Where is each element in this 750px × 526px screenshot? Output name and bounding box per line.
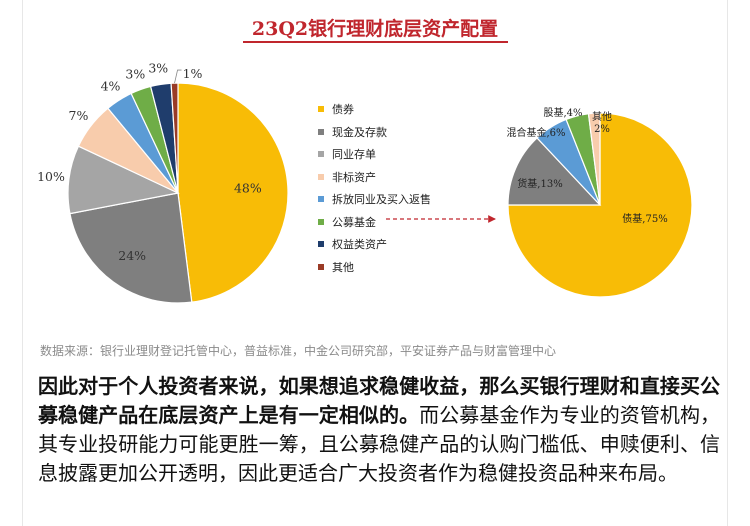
legend-label: 公募基金 (332, 215, 376, 229)
legend-item: 其他 (318, 256, 431, 279)
fund-pie-slice-0 (507, 112, 693, 298)
legend-item: 非标资产 (318, 166, 431, 189)
pie-slice-label: 3% (125, 66, 145, 81)
legend-label: 同业存单 (332, 148, 376, 162)
legend-item: 权益类资产 (318, 233, 431, 256)
legend-item: 现金及存款 (318, 121, 431, 144)
body-lead-sentence: 因此对于个人投资者来说，如果想追求稳健收益，那么买银行理财和直接买公募稳健产品在… (38, 374, 720, 427)
legend-item: 拆放同业及买入返售 (318, 188, 431, 211)
legend-swatch (318, 151, 324, 158)
legend-swatch (318, 128, 324, 135)
legend-swatch (318, 173, 324, 180)
pie-slice-label: 1% (183, 66, 203, 81)
fund-pie-slice-label: 股基,4% (543, 106, 582, 119)
pie-slice-1 (69, 192, 193, 304)
legend-item: 公募基金 (318, 211, 431, 234)
pie-slice-label: 7% (69, 108, 89, 123)
main-pie: 48% 24% 10% 7% 4% 3% 3% 1% (37, 61, 289, 304)
body-paragraph: 因此对于个人投资者来说，如果想追求稳健收益，那么买银行理财和直接买公募稳健产品在… (38, 372, 720, 488)
chart-canvas: 48% 24% 10% 7% 4% 3% 3% 1% 债基,75% 货基,13% 混合基金,6% 股… (37, 61, 693, 304)
data-source-note: 数据来源：银行业理财登记托管中心，普益标准，中金公司研究部，平安证券产品与财富管… (40, 344, 557, 358)
legend-swatch (318, 263, 324, 270)
legend-swatch (318, 241, 324, 248)
pie-slice-7 (170, 82, 179, 194)
legend-swatch (318, 196, 324, 203)
fund-pie-slice-label: 混合基金,6% (506, 126, 565, 139)
legend-label: 拆放同业及买入返售 (332, 193, 431, 207)
fund-pie-slice-label: 债基,75% (622, 212, 667, 225)
pie-slice-label: 4% (101, 79, 121, 94)
legend-label: 债券 (332, 103, 354, 117)
fund-pie-slice-4 (587, 112, 601, 206)
fund-pie-slice-1 (507, 137, 602, 206)
legend-item: 同业存单 (318, 143, 431, 166)
legend-item: 债券 (318, 98, 431, 121)
body-rest-text: 而公募基金作为专业的资管机构，其专业投研能力可能更胜一筹，且公募稳健产品的认购门… (38, 403, 721, 485)
main-pie-legend: 债券现金及存款同业存单非标资产拆放同业及买入返售 公募基金权益类资产其他 (318, 98, 431, 278)
fund-pie-slice-label: 其他 2% (592, 110, 612, 135)
legend-label: 其他 (332, 260, 354, 274)
title-underline (243, 41, 508, 43)
fund-pie: 债基,75% 货基,13% 混合基金,6% 股基,4% 其他 2% (506, 106, 693, 298)
legend-label: 非标资产 (332, 170, 376, 184)
pie-leader-line (174, 69, 182, 84)
page-frame (22, 0, 728, 526)
pie-slice-label: 48% (234, 181, 262, 196)
legend-label: 现金及存款 (332, 125, 387, 139)
chart-title: 23Q2银行理财底层资产配置 (251, 18, 499, 40)
legend-label: 权益类资产 (332, 238, 387, 252)
legend-swatch (318, 106, 324, 113)
pie-slice-label: 24% (118, 248, 146, 263)
pie-slice-label: 10% (37, 169, 65, 184)
pie-slice-0 (177, 82, 289, 303)
fund-pie-slice-label: 货基,13% (517, 177, 562, 190)
legend-swatch (318, 218, 324, 225)
pie-slice-label: 3% (148, 61, 168, 76)
